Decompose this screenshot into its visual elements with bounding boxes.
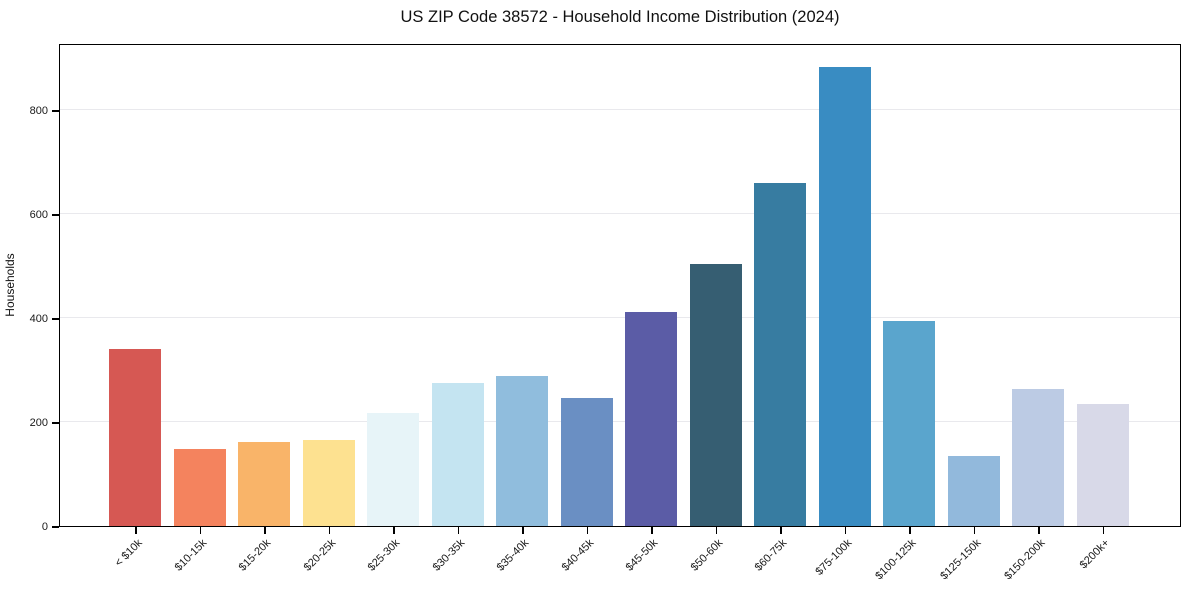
x-tick-label-8: $45-50k: [623, 537, 661, 574]
gridline-y-800: [60, 109, 1180, 111]
x-tick-mark-0: [135, 527, 137, 534]
bar-40-45k: [560, 398, 613, 526]
y-tick-label-600: 600: [29, 209, 48, 222]
bar-35-40k: [496, 376, 549, 526]
bar-125-150k: [947, 455, 1000, 526]
x-tick-label-15: $200k+: [1077, 537, 1112, 572]
gridline-y-600: [60, 213, 1180, 215]
gridline-y-200: [60, 421, 1180, 423]
x-tick-mark-3: [328, 527, 331, 534]
bar-20-25k: [302, 440, 355, 526]
x-tick-mark-13: [973, 527, 976, 534]
y-tick-mark-0: [52, 526, 59, 528]
x-tick-label-10: $60-75k: [752, 537, 790, 574]
y-tick-label-800: 800: [29, 105, 48, 118]
x-tick-label-7: $40-45k: [559, 537, 596, 574]
x-tick-mark-2: [264, 527, 266, 534]
bar-45-50k: [625, 312, 678, 526]
x-tick-mark-6: [522, 527, 524, 534]
x-tick-label-12: $100-125k: [873, 537, 919, 583]
y-tick-mark-600: [52, 214, 59, 216]
x-tick-mark-8: [651, 527, 653, 534]
x-tick-mark-9: [715, 527, 718, 534]
bar-100-125k: [883, 321, 936, 526]
plot-area: [59, 44, 1181, 527]
x-tick-mark-15: [1102, 527, 1105, 534]
x-tick-mark-12: [909, 527, 911, 534]
bar-25-30k: [367, 412, 420, 526]
x-tick-mark-5: [457, 527, 460, 534]
bar-15-20k: [238, 442, 291, 526]
bar-10-15k: [173, 449, 226, 526]
x-tick-mark-7: [586, 527, 589, 534]
bar-200k: [1076, 404, 1129, 526]
bar-10k: [109, 349, 162, 526]
x-tick-label-11: $75-100k: [813, 537, 854, 578]
x-tick-mark-14: [1038, 527, 1040, 534]
y-tick-label-0: 0: [41, 521, 48, 533]
y-axis-label: Households: [3, 253, 17, 317]
gridline-y-400: [60, 317, 1180, 319]
x-tick-label-9: $50-60k: [688, 537, 725, 574]
y-tick-mark-800: [52, 110, 59, 112]
x-tick-mark-10: [780, 527, 782, 534]
x-tick-label-0: < $10k: [112, 537, 145, 570]
y-tick-label-400: 400: [29, 313, 48, 326]
x-tick-mark-11: [844, 527, 847, 534]
y-tick-mark-200: [52, 422, 59, 424]
bar-75-100k: [818, 67, 871, 526]
x-tick-mark-4: [393, 527, 395, 534]
x-tick-label-13: $125-150k: [937, 537, 983, 583]
x-tick-mark-1: [199, 527, 202, 534]
x-tick-label-3: $20-25k: [301, 537, 338, 574]
bar-150-200k: [1012, 389, 1065, 526]
bar-50-60k: [689, 264, 742, 526]
x-tick-label-5: $30-35k: [430, 537, 467, 574]
chart-title: US ZIP Code 38572 - Household Income Dis…: [400, 8, 840, 26]
x-tick-label-4: $25-30k: [365, 537, 403, 574]
y-tick-label-200: 200: [29, 417, 48, 430]
bar-60-75k: [754, 182, 807, 526]
x-tick-label-2: $15-20k: [236, 537, 274, 574]
bar-30-35k: [431, 383, 484, 526]
x-tick-label-14: $150-200k: [1002, 537, 1048, 583]
y-tick-mark-400: [52, 318, 59, 320]
x-tick-label-6: $35-40k: [494, 537, 532, 574]
x-tick-label-1: $10-15k: [172, 537, 209, 574]
